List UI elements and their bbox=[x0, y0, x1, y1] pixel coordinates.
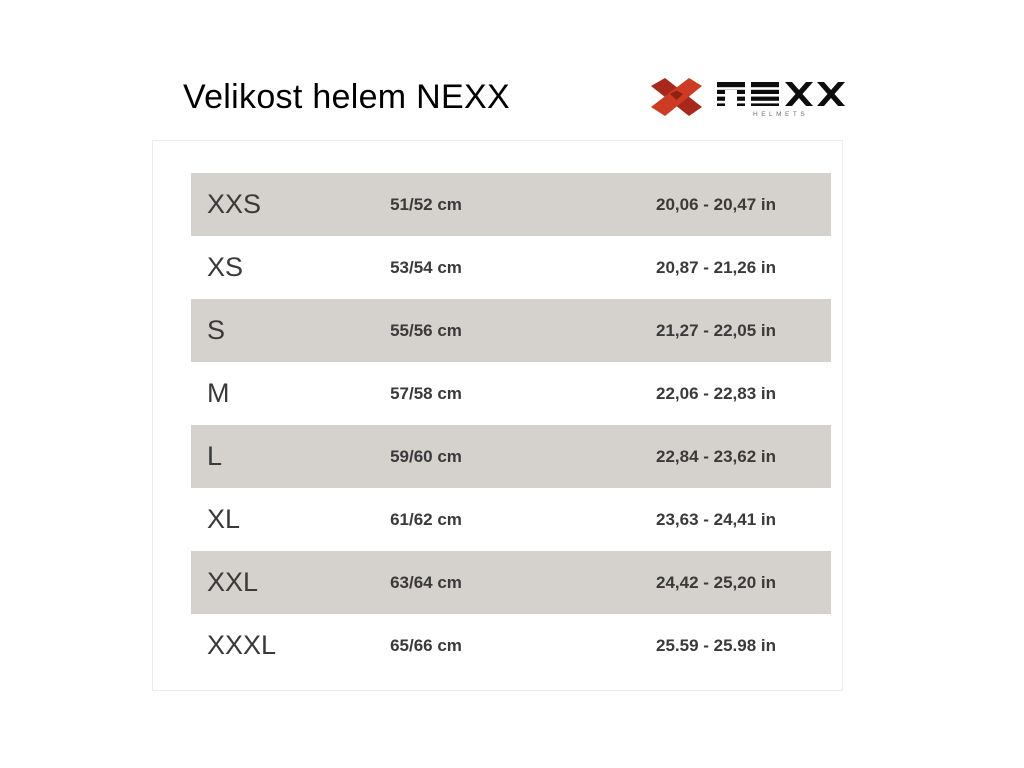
size-inches: 22,84 - 23,62 in bbox=[655, 446, 777, 466]
nexx-wordmark bbox=[715, 82, 845, 106]
nexx-logo: HELMETS bbox=[651, 78, 845, 118]
size-table: XXS 51/52 cm 20,06 - 20,47 in XS 53/54 c… bbox=[191, 173, 831, 677]
size-label: L bbox=[207, 441, 223, 471]
page-title: Velikost helem NEXX bbox=[183, 78, 510, 116]
red-x-icon bbox=[651, 78, 702, 116]
size-label: XXL bbox=[207, 567, 259, 597]
size-cm: 59/60 cm bbox=[390, 446, 462, 466]
size-cm: 63/64 cm bbox=[390, 572, 462, 592]
table-row: XXS 51/52 cm 20,06 - 20,47 in bbox=[191, 173, 831, 236]
size-label: XXXL bbox=[207, 630, 277, 660]
size-inches: 22,06 - 22,83 in bbox=[655, 383, 777, 403]
size-inches: 24,42 - 25,20 in bbox=[655, 572, 777, 592]
size-cm: 55/56 cm bbox=[390, 320, 462, 340]
size-label: XS bbox=[207, 252, 244, 282]
table-row: XL 61/62 cm 23,63 - 24,41 in bbox=[191, 488, 831, 551]
table-row: XS 53/54 cm 20,87 - 21,26 in bbox=[191, 236, 831, 299]
size-inches: 23,63 - 24,41 in bbox=[655, 509, 777, 529]
table-row: XXXL 65/66 cm 25.59 - 25.98 in bbox=[191, 614, 831, 677]
size-cm: 53/54 cm bbox=[390, 257, 462, 277]
table-row: S 55/56 cm 21,27 - 22,05 in bbox=[191, 299, 831, 362]
size-label: XL bbox=[207, 504, 241, 534]
table-row: XXL 63/64 cm 24,42 - 25,20 in bbox=[191, 551, 831, 614]
size-cm: 65/66 cm bbox=[390, 635, 462, 655]
size-table-panel: XXS 51/52 cm 20,06 - 20,47 in XS 53/54 c… bbox=[152, 140, 843, 691]
size-inches: 25.59 - 25.98 in bbox=[655, 635, 777, 655]
table-row: M 57/58 cm 22,06 - 22,83 in bbox=[191, 362, 831, 425]
size-cm: 57/58 cm bbox=[390, 383, 462, 403]
table-row: L 59/60 cm 22,84 - 23,62 in bbox=[191, 425, 831, 488]
size-cm: 51/52 cm bbox=[390, 194, 462, 214]
size-cm: 61/62 cm bbox=[390, 509, 462, 529]
size-label: M bbox=[207, 378, 230, 408]
helmets-tagline: HELMETS bbox=[753, 111, 808, 118]
size-label: S bbox=[207, 315, 226, 345]
size-inches: 21,27 - 22,05 in bbox=[655, 320, 777, 340]
size-label: XXS bbox=[207, 189, 262, 219]
size-inches: 20,87 - 21,26 in bbox=[655, 257, 777, 277]
size-inches: 20,06 - 20,47 in bbox=[655, 194, 777, 214]
